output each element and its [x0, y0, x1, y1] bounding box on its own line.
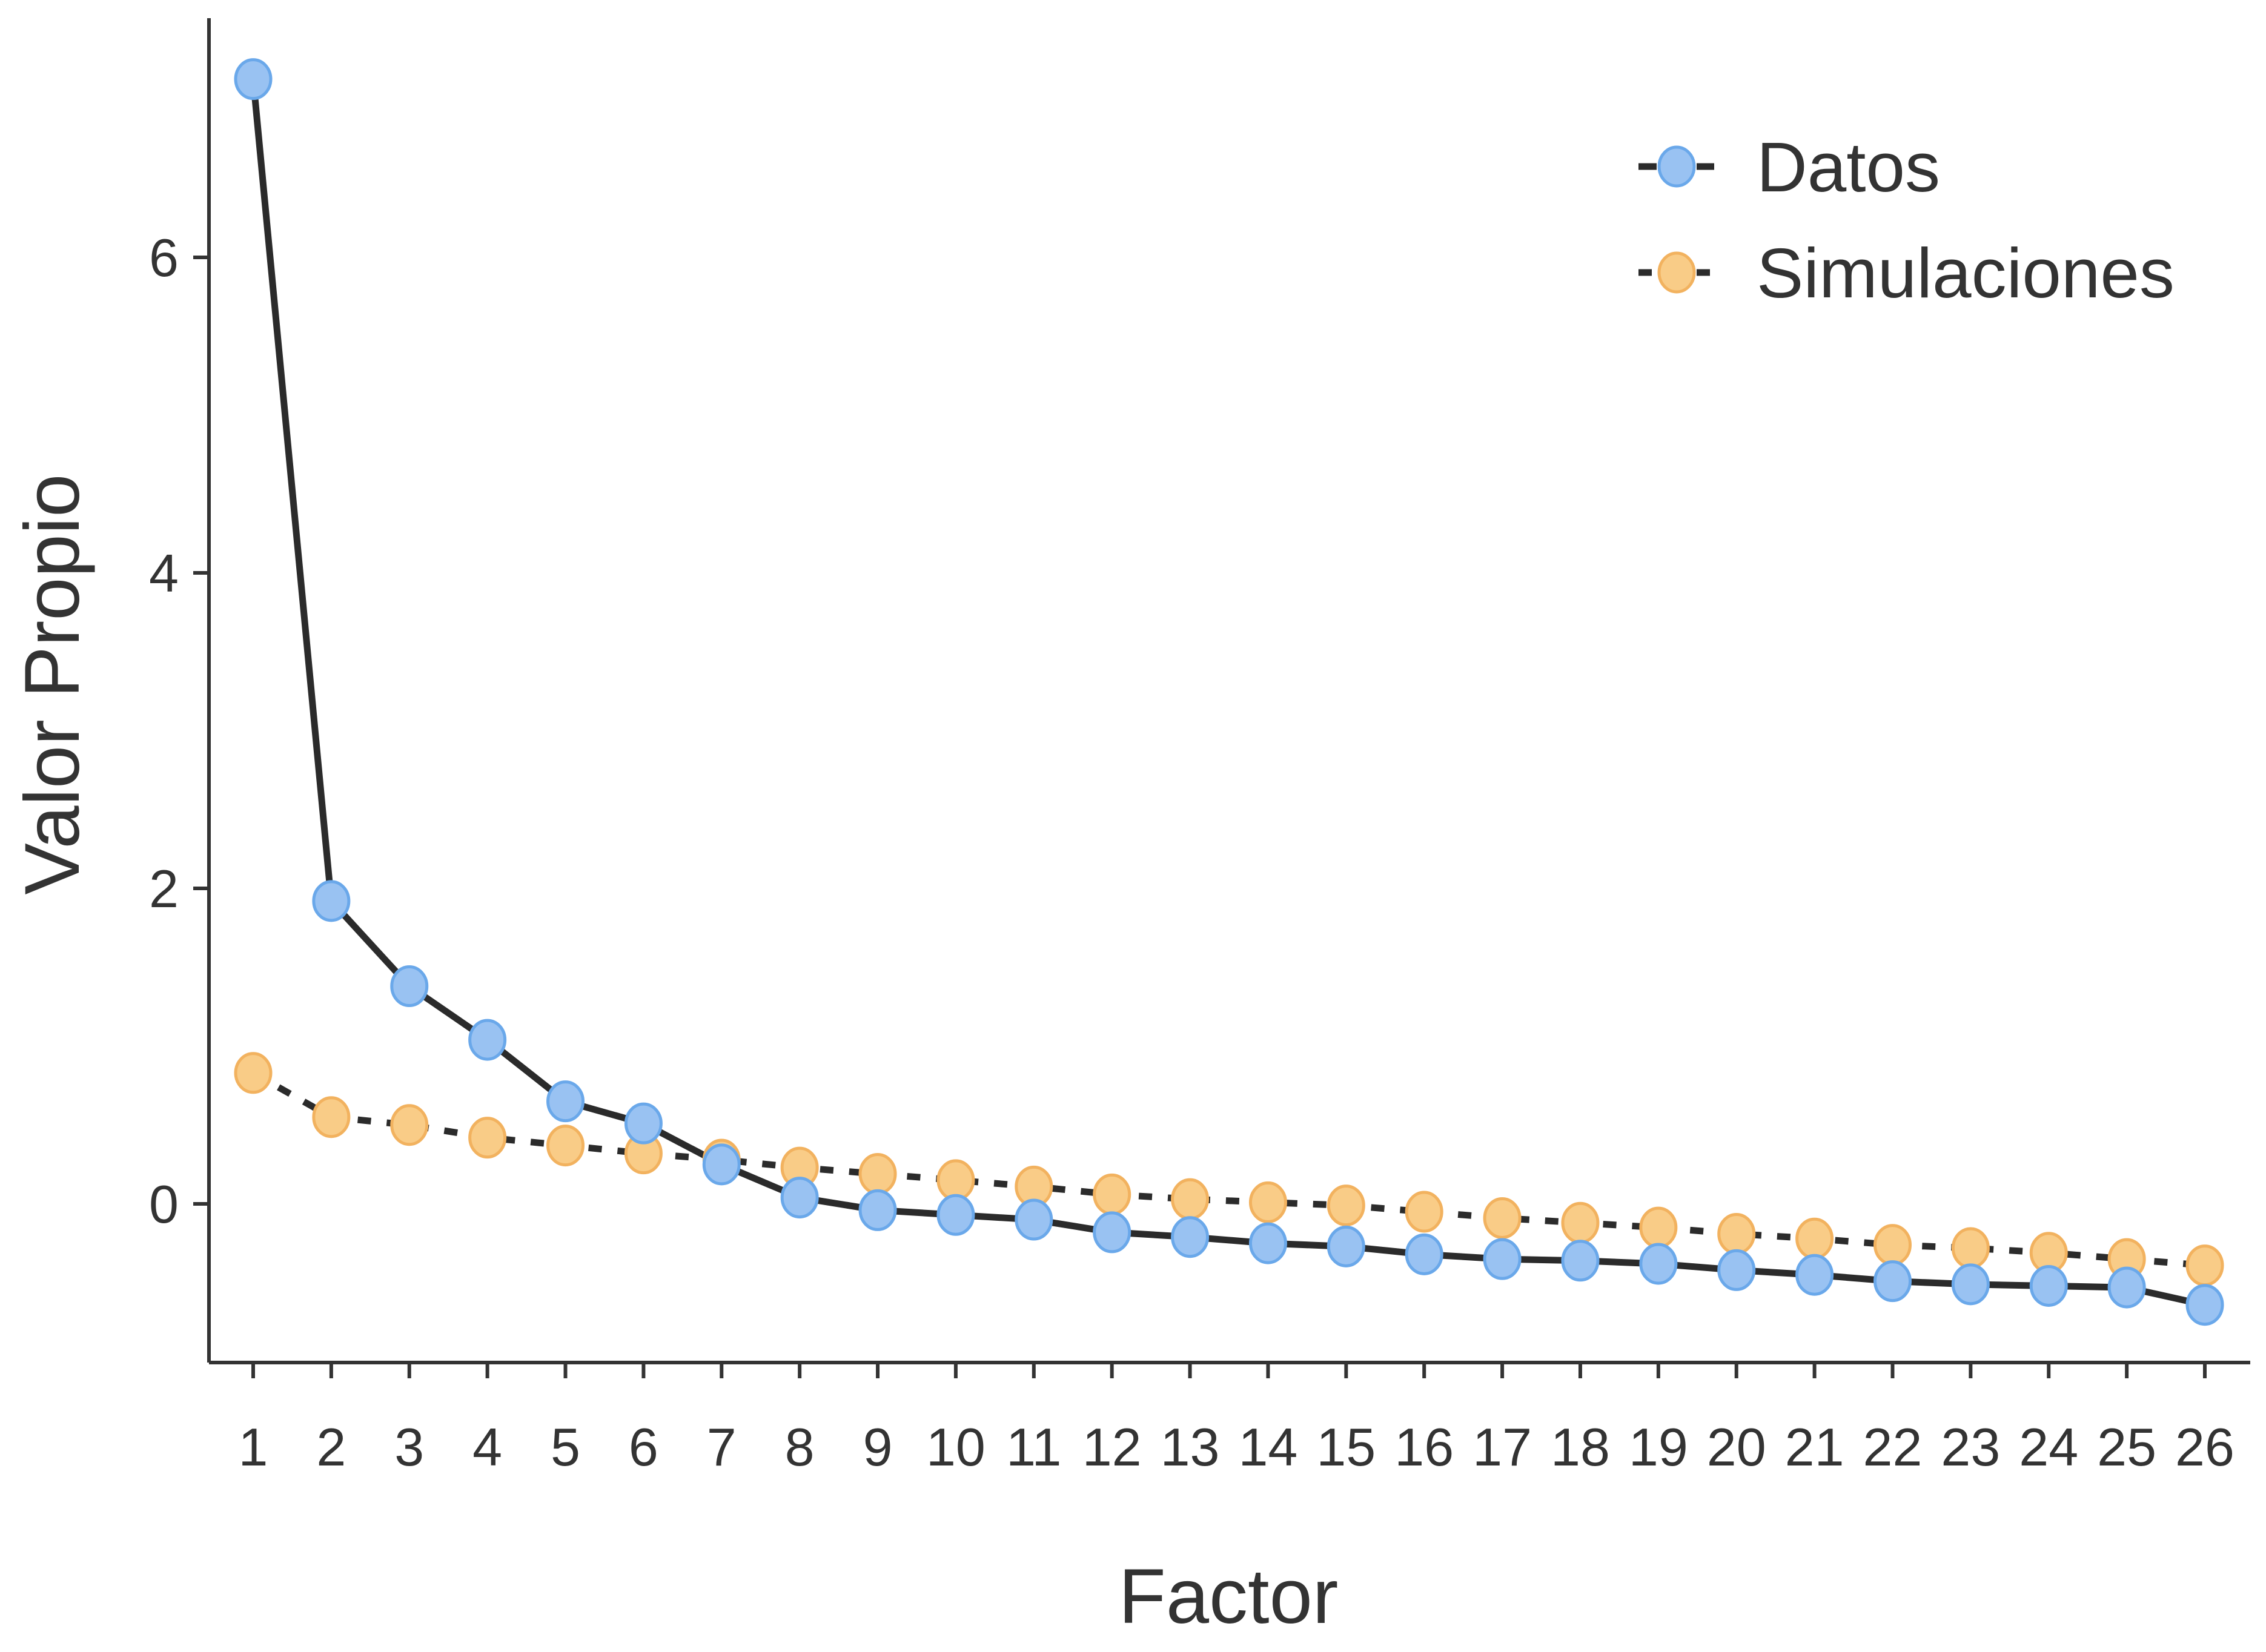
point-datos-15 — [1327, 1225, 1365, 1267]
point-simulaciones-15 — [1327, 1184, 1365, 1227]
point-simulaciones-10 — [936, 1159, 975, 1201]
x-tick-label: 15 — [1316, 1417, 1376, 1477]
point-simulaciones-13 — [1171, 1178, 1210, 1220]
point-datos-8 — [780, 1177, 819, 1219]
x-tick-label: 8 — [785, 1417, 815, 1477]
x-tick-label: 2 — [316, 1417, 346, 1477]
point-simulaciones-4 — [468, 1117, 507, 1159]
x-tick-label: 5 — [551, 1417, 580, 1477]
point-simulaciones-18 — [1561, 1201, 1600, 1244]
x-tick-label: 7 — [707, 1417, 737, 1477]
x-tick-label: 21 — [1785, 1417, 1844, 1477]
point-simulaciones-23 — [1951, 1227, 1990, 1269]
point-datos-22 — [1873, 1260, 1912, 1303]
point-simulaciones-26 — [2185, 1244, 2224, 1287]
x-tick-label: 13 — [1161, 1417, 1220, 1477]
legend: Datos Simulaciones — [1638, 128, 2175, 312]
x-tick-label: 11 — [1006, 1417, 1061, 1477]
point-datos-12 — [1093, 1211, 1131, 1254]
x-tick-label: 6 — [629, 1417, 658, 1477]
point-datos-1 — [234, 58, 273, 101]
point-datos-13 — [1171, 1216, 1210, 1258]
point-simulaciones-17 — [1483, 1197, 1522, 1239]
point-datos-11 — [1015, 1198, 1053, 1241]
y-tick-label: 2 — [149, 859, 179, 919]
point-simulaciones-12 — [1093, 1173, 1131, 1215]
point-simulaciones-22 — [1873, 1224, 1912, 1266]
x-tick-label: 18 — [1551, 1417, 1610, 1477]
x-tick-label: 20 — [1707, 1417, 1766, 1477]
point-simulaciones-21 — [1795, 1217, 1834, 1260]
point-datos-25 — [2107, 1266, 2146, 1309]
point-datos-26 — [2185, 1284, 2224, 1326]
x-tick-label: 12 — [1082, 1417, 1142, 1477]
x-tick-label: 16 — [1394, 1417, 1454, 1477]
legend-key-marker-simulaciones — [1657, 251, 1696, 294]
point-simulaciones-9 — [858, 1153, 897, 1195]
point-datos-20 — [1717, 1249, 1756, 1291]
point-datos-6 — [624, 1102, 663, 1145]
point-simulaciones-14 — [1248, 1181, 1287, 1223]
legend-label-simulaciones: Simulaciones — [1757, 234, 2175, 312]
x-tick-label: 9 — [863, 1417, 893, 1477]
y-tick-label: 6 — [149, 228, 179, 288]
point-datos-5 — [546, 1080, 585, 1123]
point-datos-17 — [1483, 1238, 1522, 1280]
point-datos-16 — [1405, 1233, 1443, 1275]
x-axis-title: Factor — [1119, 1553, 1339, 1640]
x-tick-label: 19 — [1629, 1417, 1688, 1477]
x-tick-label: 17 — [1473, 1417, 1532, 1477]
y-tick-label: 0 — [149, 1174, 179, 1234]
x-tick-label: 4 — [472, 1417, 502, 1477]
x-tick-label: 26 — [2175, 1417, 2235, 1477]
point-simulaciones-5 — [546, 1125, 585, 1167]
x-tick-label: 1 — [239, 1417, 268, 1477]
point-simulaciones-1 — [234, 1052, 273, 1094]
point-datos-14 — [1248, 1222, 1287, 1264]
point-datos-4 — [468, 1019, 507, 1061]
y-tick-label: 4 — [149, 543, 179, 603]
point-simulaciones-16 — [1405, 1191, 1443, 1233]
point-simulaciones-2 — [312, 1096, 351, 1138]
point-datos-9 — [858, 1189, 897, 1231]
point-datos-3 — [390, 965, 429, 1008]
point-simulaciones-20 — [1717, 1212, 1756, 1255]
x-tick-label: 23 — [1941, 1417, 2000, 1477]
legend-label-datos: Datos — [1757, 128, 1940, 206]
point-datos-24 — [2029, 1264, 2068, 1307]
point-datos-21 — [1795, 1254, 1834, 1296]
point-datos-7 — [702, 1143, 741, 1186]
series-line-simulaciones — [251, 1069, 2205, 1269]
point-datos-10 — [936, 1194, 975, 1236]
x-tick-label: 22 — [1863, 1417, 1923, 1477]
point-simulaciones-3 — [390, 1104, 429, 1146]
x-tick-label: 25 — [2097, 1417, 2156, 1477]
point-datos-23 — [1951, 1263, 1990, 1306]
point-datos-2 — [312, 880, 351, 922]
point-datos-19 — [1639, 1243, 1678, 1285]
x-tick-label: 14 — [1238, 1417, 1297, 1477]
point-simulaciones-19 — [1639, 1206, 1678, 1249]
y-axis-title: Valor Propio — [9, 474, 96, 895]
series-points — [234, 58, 2224, 1326]
legend-key-marker-datos — [1657, 145, 1696, 188]
point-datos-18 — [1561, 1240, 1600, 1282]
x-tick-label: 3 — [394, 1417, 424, 1477]
x-tick-label: 10 — [926, 1417, 986, 1477]
x-tick-label: 24 — [2019, 1417, 2078, 1477]
